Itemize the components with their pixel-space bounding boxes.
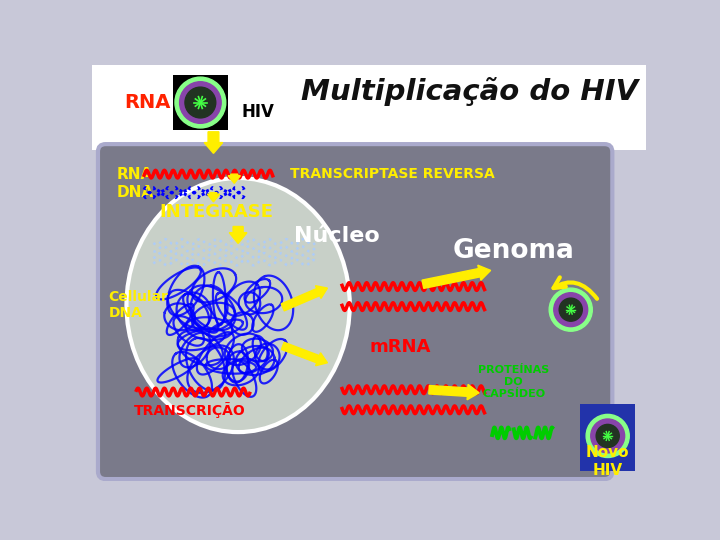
Bar [173,75,228,130]
Text: PROTEÍNAS
DO
CAPSÍDEO: PROTEÍNAS DO CAPSÍDEO [478,366,549,399]
Circle shape [559,298,582,321]
Text: RNA: RNA [124,93,171,112]
Text: Novo
HIV: Novo HIV [586,445,629,477]
Text: Cellular
DNA: Cellular DNA [109,290,168,320]
Circle shape [175,77,226,128]
Circle shape [185,87,216,118]
FancyArrow shape [422,265,490,288]
Text: INTEGRASE: INTEGRASE [160,203,274,221]
Circle shape [549,288,593,331]
Circle shape [590,419,625,453]
Text: TRANSCRIPTASE REVERSA: TRANSCRIPTASE REVERSA [290,167,495,181]
Text: mRNA: mRNA [369,339,431,356]
Circle shape [596,424,619,448]
FancyArrow shape [228,174,240,184]
FancyArrow shape [429,384,479,400]
FancyArrow shape [282,342,328,366]
Circle shape [586,414,629,457]
Text: Núcleo: Núcleo [294,226,379,246]
FancyBboxPatch shape [98,144,612,479]
Text: HIV: HIV [241,103,274,121]
Bar [92,65,647,150]
Text: Genoma: Genoma [453,238,575,264]
Text: TRANSCRIÇÃO: TRANSCRIÇÃO [134,402,246,418]
FancyArrow shape [229,226,247,244]
Text: Multiplicação do HIV: Multiplicação do HIV [300,77,638,106]
Circle shape [554,293,588,327]
Circle shape [179,82,221,123]
FancyArrow shape [282,286,328,311]
Text: DNA: DNA [117,185,153,200]
Ellipse shape [127,178,350,432]
Text: RNA: RNA [117,167,153,181]
FancyArrow shape [204,132,222,153]
FancyArrow shape [207,193,220,202]
Bar [580,403,636,471]
